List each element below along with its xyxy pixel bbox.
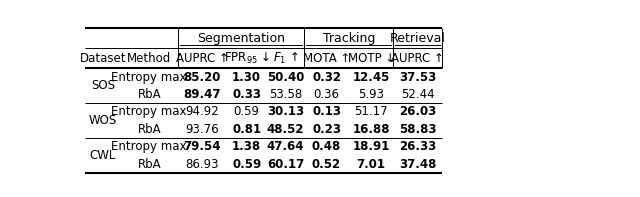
Text: 0.52: 0.52 <box>312 158 341 171</box>
Text: Entropy max: Entropy max <box>111 140 187 153</box>
Text: Retrieval: Retrieval <box>390 32 445 45</box>
Text: $F_1$ ↑: $F_1$ ↑ <box>273 51 298 66</box>
Text: Dataset: Dataset <box>79 52 126 65</box>
Text: RbA: RbA <box>138 123 161 136</box>
Text: Tracking: Tracking <box>323 32 375 45</box>
Text: Entropy max: Entropy max <box>111 106 187 119</box>
Text: MOTA ↑: MOTA ↑ <box>303 52 350 65</box>
Text: 58.83: 58.83 <box>399 123 436 136</box>
Text: 0.13: 0.13 <box>312 106 341 119</box>
Text: 52.44: 52.44 <box>401 88 435 101</box>
Text: AUPRC ↑: AUPRC ↑ <box>175 52 228 65</box>
Text: Segmentation: Segmentation <box>197 32 285 45</box>
Text: 94.92: 94.92 <box>185 106 219 119</box>
Text: 0.59: 0.59 <box>232 158 261 171</box>
Text: 26.33: 26.33 <box>399 140 436 153</box>
Text: CWL: CWL <box>90 149 116 162</box>
Text: RbA: RbA <box>138 158 161 171</box>
Text: 89.47: 89.47 <box>183 88 221 101</box>
Text: 5.93: 5.93 <box>358 88 384 101</box>
Text: 1.38: 1.38 <box>232 140 261 153</box>
Text: 93.76: 93.76 <box>185 123 219 136</box>
Text: 0.33: 0.33 <box>232 88 261 101</box>
Text: 79.54: 79.54 <box>183 140 221 153</box>
Text: 30.13: 30.13 <box>267 106 304 119</box>
Text: 60.17: 60.17 <box>267 158 304 171</box>
Text: RbA: RbA <box>138 88 161 101</box>
Text: 50.40: 50.40 <box>267 71 304 84</box>
Text: 85.20: 85.20 <box>183 71 221 84</box>
Text: 37.53: 37.53 <box>399 71 436 84</box>
Text: 53.58: 53.58 <box>269 88 302 101</box>
Text: Method: Method <box>127 52 172 65</box>
Text: 0.81: 0.81 <box>232 123 261 136</box>
Text: 48.52: 48.52 <box>267 123 305 136</box>
Text: 12.45: 12.45 <box>353 71 390 84</box>
Text: 37.48: 37.48 <box>399 158 436 171</box>
Text: Entropy max: Entropy max <box>111 71 187 84</box>
Text: 0.32: 0.32 <box>312 71 341 84</box>
Text: 18.91: 18.91 <box>353 140 390 153</box>
Text: 16.88: 16.88 <box>353 123 390 136</box>
Text: FPR$_{95}$ ↓: FPR$_{95}$ ↓ <box>223 51 269 66</box>
Text: 0.59: 0.59 <box>234 106 260 119</box>
Text: 47.64: 47.64 <box>267 140 305 153</box>
Text: 0.23: 0.23 <box>312 123 341 136</box>
Text: 86.93: 86.93 <box>185 158 219 171</box>
Text: MOTP ↓: MOTP ↓ <box>348 52 395 65</box>
Text: AUPRC ↑: AUPRC ↑ <box>391 52 444 65</box>
Text: 0.48: 0.48 <box>312 140 341 153</box>
Text: 51.17: 51.17 <box>355 106 388 119</box>
Text: WOS: WOS <box>89 114 117 127</box>
Text: SOS: SOS <box>91 79 115 92</box>
Text: 7.01: 7.01 <box>356 158 386 171</box>
Text: 0.36: 0.36 <box>314 88 339 101</box>
Text: 26.03: 26.03 <box>399 106 436 119</box>
Text: 1.30: 1.30 <box>232 71 261 84</box>
